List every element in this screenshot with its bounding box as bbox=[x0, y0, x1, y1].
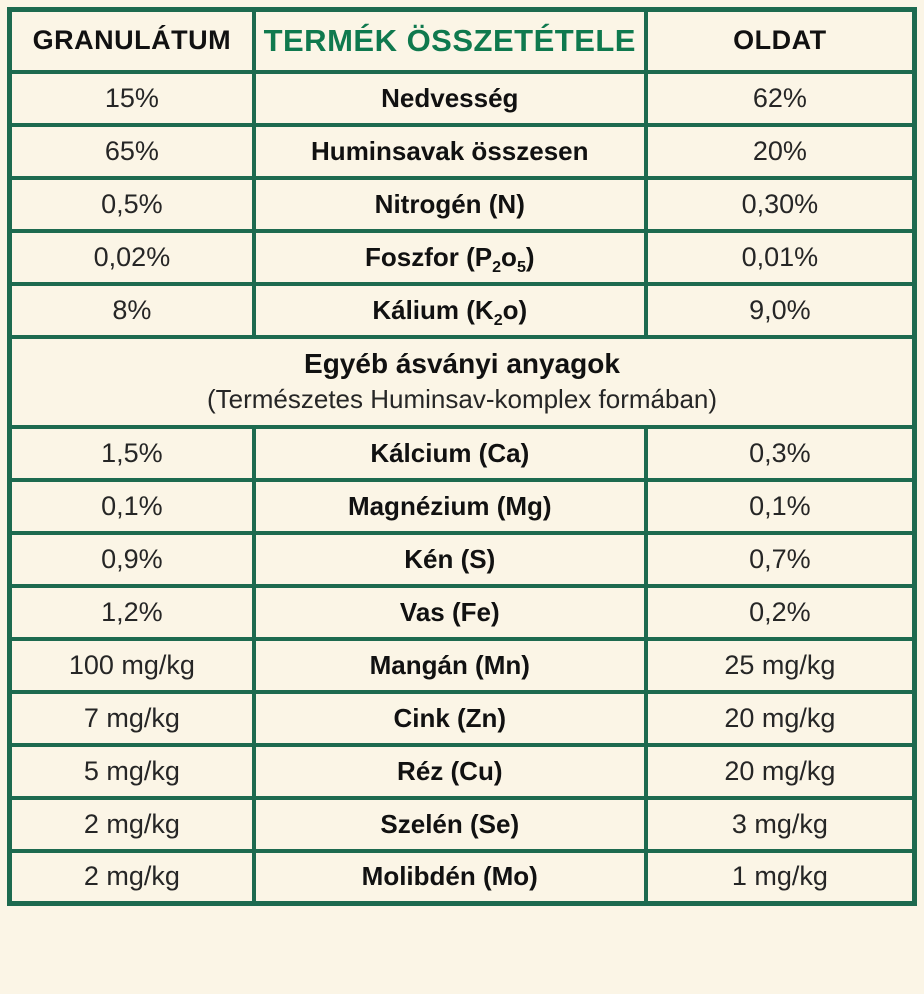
granulatum-value-cell: 15% bbox=[7, 69, 256, 127]
component-name-cell: Magnézium (Mg) bbox=[251, 477, 648, 535]
section-header-cell: Egyéb ásványi anyagok (Természetes Humin… bbox=[7, 334, 917, 429]
granulatum-value-cell: 65% bbox=[7, 122, 256, 180]
component-name-cell: Kálcium (Ca) bbox=[251, 424, 648, 482]
component-name-cell: Szelén (Se) bbox=[251, 795, 648, 853]
table-row-kalium: 8% Kálium (K2o) 9,0% bbox=[7, 281, 917, 339]
table-row-nitrogen: 0,5% Nitrogén (N) 0,30% bbox=[7, 175, 917, 233]
component-name-cell: Réz (Cu) bbox=[251, 742, 648, 800]
component-name-cell: Cink (Zn) bbox=[251, 689, 648, 747]
table-row-cink: 7 mg/kg Cink (Zn) 20 mg/kg bbox=[7, 689, 917, 747]
table-row-foszfor: 0,02% Foszfor (P2o5) 0,01% bbox=[7, 228, 917, 286]
table-row-vas: 1,2% Vas (Fe) 0,2% bbox=[7, 583, 917, 641]
oldat-value-cell: 0,7% bbox=[643, 530, 917, 588]
component-name-cell: Kálium (K2o) bbox=[251, 281, 648, 339]
section-header-row: Egyéb ásványi anyagok (Természetes Humin… bbox=[7, 334, 917, 429]
component-name-cell: Mangán (Mn) bbox=[251, 636, 648, 694]
component-name-cell: Vas (Fe) bbox=[251, 583, 648, 641]
composition-table: GRANULÁTUM TERMÉK ÖSSZETÉTELE OLDAT 15% … bbox=[7, 7, 917, 906]
oldat-value-cell: 1 mg/kg bbox=[643, 848, 917, 906]
component-name-cell: Huminsavak összesen bbox=[251, 122, 648, 180]
granulatum-value-cell: 7 mg/kg bbox=[7, 689, 256, 747]
component-name-cell: Molibdén (Mo) bbox=[251, 848, 648, 906]
section-subtitle: (Természetes Huminsav-komplex formában) bbox=[206, 383, 718, 414]
oldat-value-cell: 62% bbox=[643, 69, 917, 127]
oldat-value-cell: 0,3% bbox=[643, 424, 917, 482]
oldat-value-cell: 3 mg/kg bbox=[643, 795, 917, 853]
granulatum-value-cell: 2 mg/kg bbox=[7, 848, 256, 906]
oldat-value-cell: 20 mg/kg bbox=[643, 742, 917, 800]
component-name-cell: Kén (S) bbox=[251, 530, 648, 588]
table-row-rez: 5 mg/kg Réz (Cu) 20 mg/kg bbox=[7, 742, 917, 800]
section-title: Egyéb ásványi anyagok bbox=[304, 348, 620, 380]
granulatum-value-cell: 0,1% bbox=[7, 477, 256, 535]
granulatum-value-cell: 2 mg/kg bbox=[7, 795, 256, 853]
granulatum-value-cell: 1,2% bbox=[7, 583, 256, 641]
table-row-huminsavak: 65% Huminsavak összesen 20% bbox=[7, 122, 917, 180]
granulatum-value-cell: 100 mg/kg bbox=[7, 636, 256, 694]
oldat-value-cell: 0,01% bbox=[643, 228, 917, 286]
table-row-kalcium: 1,5% Kálcium (Ca) 0,3% bbox=[7, 424, 917, 482]
component-name-cell: Nitrogén (N) bbox=[251, 175, 648, 233]
granulatum-value-cell: 5 mg/kg bbox=[7, 742, 256, 800]
component-name-cell: Nedvesség bbox=[251, 69, 648, 127]
granulatum-value-cell: 8% bbox=[7, 281, 256, 339]
table-row-ken: 0,9% Kén (S) 0,7% bbox=[7, 530, 917, 588]
granulatum-value-cell: 0,5% bbox=[7, 175, 256, 233]
oldat-value-cell: 20 mg/kg bbox=[643, 689, 917, 747]
table-row-molibden: 2 mg/kg Molibdén (Mo) 1 mg/kg bbox=[7, 848, 917, 906]
oldat-value-cell: 25 mg/kg bbox=[643, 636, 917, 694]
oldat-value-cell: 0,2% bbox=[643, 583, 917, 641]
table-header-row: GRANULÁTUM TERMÉK ÖSSZETÉTELE OLDAT bbox=[7, 7, 917, 74]
granulatum-value-cell: 1,5% bbox=[7, 424, 256, 482]
table-row-szelen: 2 mg/kg Szelén (Se) 3 mg/kg bbox=[7, 795, 917, 853]
oldat-value-cell: 0,1% bbox=[643, 477, 917, 535]
component-name-cell: Foszfor (P2o5) bbox=[251, 228, 648, 286]
column-header-product-composition: TERMÉK ÖSSZETÉTELE bbox=[251, 7, 648, 74]
oldat-value-cell: 20% bbox=[643, 122, 917, 180]
table-row-magnezium: 0,1% Magnézium (Mg) 0,1% bbox=[7, 477, 917, 535]
oldat-value-cell: 0,30% bbox=[643, 175, 917, 233]
table-row-mangan: 100 mg/kg Mangán (Mn) 25 mg/kg bbox=[7, 636, 917, 694]
granulatum-value-cell: 0,9% bbox=[7, 530, 256, 588]
column-header-granulatum: GRANULÁTUM bbox=[7, 7, 256, 74]
oldat-value-cell: 9,0% bbox=[643, 281, 917, 339]
column-header-oldat: OLDAT bbox=[643, 7, 917, 74]
table-row-nedvesseg: 15% Nedvesség 62% bbox=[7, 69, 917, 127]
granulatum-value-cell: 0,02% bbox=[7, 228, 256, 286]
